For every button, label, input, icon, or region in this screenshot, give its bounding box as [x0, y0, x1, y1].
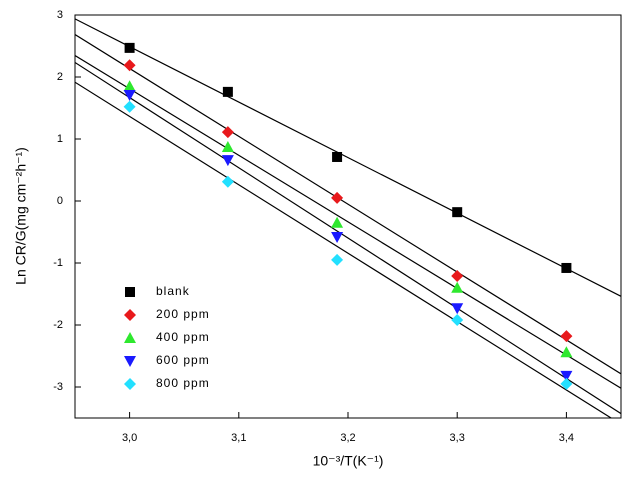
fit-line: [75, 18, 621, 297]
point: [331, 231, 344, 243]
point: [222, 86, 233, 97]
x-tick-label: 3,2: [340, 432, 355, 444]
legend-text: 600 ppm: [156, 353, 210, 367]
legend-text: 200 ppm: [156, 307, 210, 321]
point: [331, 191, 344, 204]
fit-line: [75, 55, 621, 389]
point: [331, 216, 344, 228]
legend-marker: [125, 287, 135, 297]
legend-marker: [124, 356, 136, 367]
point: [451, 314, 464, 327]
point: [123, 59, 136, 72]
y-axis-label: Ln CR/G(mg cm⁻²h⁻¹): [13, 147, 29, 285]
fit-line: [75, 81, 613, 418]
point: [221, 141, 234, 153]
point: [123, 100, 136, 113]
point: [221, 175, 234, 188]
point: [331, 253, 344, 266]
y-tick-label: 3: [57, 9, 63, 21]
y-tick-label: 1: [57, 133, 63, 145]
x-tick-label: 3,3: [450, 432, 465, 444]
point: [560, 370, 573, 382]
point: [451, 281, 464, 293]
legend-text: blank: [156, 284, 190, 298]
x-tick-label: 3,0: [122, 432, 137, 444]
x-tick-label: 3,1: [231, 432, 246, 444]
point: [451, 270, 464, 283]
legend-marker: [124, 309, 136, 321]
point: [560, 377, 573, 390]
fit-line: [75, 61, 621, 415]
point: [332, 151, 343, 162]
point: [221, 126, 234, 139]
legend-marker: [124, 378, 136, 390]
x-tick-label: 3,4: [559, 432, 574, 444]
fit-lines: [75, 18, 621, 418]
y-tick-label: -3: [53, 381, 63, 393]
point: [560, 330, 573, 343]
legend-text: 800 ppm: [156, 376, 210, 390]
legend-text: 400 ppm: [156, 330, 210, 344]
point: [452, 207, 463, 218]
point: [123, 80, 136, 92]
y-tick-label: -1: [53, 257, 63, 269]
fit-line: [75, 34, 621, 375]
point: [123, 89, 136, 101]
point: [221, 155, 234, 167]
point: [560, 346, 573, 358]
legend-marker: [124, 332, 136, 343]
x-axis-label: 10⁻³/T(K⁻¹): [313, 453, 384, 469]
point: [124, 42, 135, 53]
y-tick-label: 2: [57, 71, 63, 83]
y-tick-label: 0: [57, 195, 63, 207]
point: [451, 303, 464, 315]
y-tick-label: -2: [53, 319, 63, 331]
point: [561, 262, 572, 273]
